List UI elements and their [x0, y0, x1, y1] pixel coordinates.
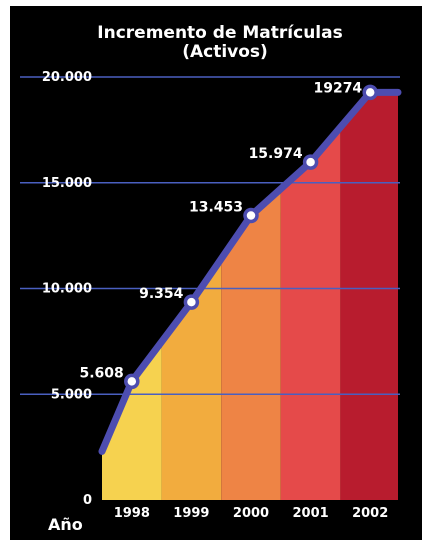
data-label: 19274 — [313, 80, 362, 96]
y-tick-label: 0 — [83, 493, 92, 508]
data-point-1999 — [183, 294, 200, 310]
area-band-2000 — [221, 188, 281, 501]
x-tick-label: 1998 — [114, 506, 150, 521]
y-tick-label: 5.000 — [51, 387, 92, 402]
area-band-1999 — [161, 258, 222, 500]
area-band-2001 — [280, 127, 341, 501]
x-tick-label: 2002 — [352, 506, 388, 521]
chart-title: Incremento de Matrículas — [97, 23, 342, 43]
data-points — [124, 84, 378, 390]
y-tick-label: 10.000 — [42, 282, 92, 297]
chart-subtitle: (Activos) — [182, 42, 268, 62]
data-point-1998 — [124, 373, 140, 390]
x-axis-label: Año — [48, 515, 83, 534]
area-bands — [102, 92, 398, 501]
y-tick-label: 15.000 — [42, 176, 92, 191]
data-point-2002 — [362, 84, 378, 101]
data-label: 15.974 — [249, 146, 303, 162]
area-band-1998 — [102, 341, 162, 500]
x-tick-label: 1999 — [173, 506, 209, 521]
data-point-2001 — [302, 154, 319, 170]
x-tick-label: 2000 — [233, 506, 269, 521]
labels-layer: 0 5.000 10.000 15.000 20.000 5.608 9.354 13.453… — [42, 70, 388, 521]
data-label: 9.354 — [139, 286, 184, 302]
data-point-2000 — [243, 207, 259, 224]
y-tick-label: 20.000 — [42, 70, 92, 85]
area-band-2002 — [340, 92, 398, 501]
data-label: 5.608 — [80, 365, 124, 381]
data-label: 13.453 — [189, 199, 243, 215]
gridlines — [20, 76, 400, 395]
x-tick-label: 2001 — [293, 506, 329, 521]
